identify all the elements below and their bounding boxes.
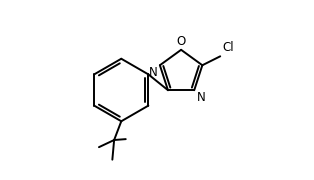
Text: Cl: Cl [222, 41, 234, 54]
Text: O: O [176, 35, 186, 48]
Text: N: N [197, 91, 205, 104]
Text: N: N [149, 66, 158, 79]
